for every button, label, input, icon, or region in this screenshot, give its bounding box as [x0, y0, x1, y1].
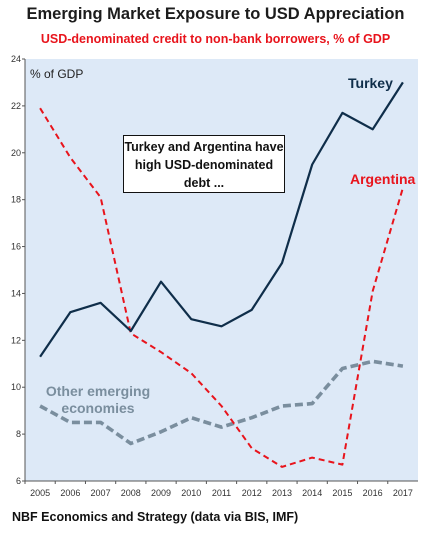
x-tick-label: 2009	[151, 488, 171, 498]
y-tick-label: 18	[11, 195, 21, 205]
y-tick-label: 20	[11, 148, 21, 158]
y-tick-label: 6	[16, 476, 21, 486]
x-tick-label: 2005	[30, 488, 50, 498]
y-axis-label: % of GDP	[30, 67, 83, 81]
y-tick-label: 14	[11, 288, 21, 298]
x-tick-label: 2014	[302, 488, 322, 498]
y-tick-label: 24	[11, 54, 21, 64]
annotation-callout: Turkey and Argentina have high USD-denom…	[123, 135, 285, 193]
source-footer: NBF Economics and Strategy (data via BIS…	[12, 510, 299, 524]
x-tick-label: 2013	[272, 488, 292, 498]
x-tick-label: 2017	[393, 488, 413, 498]
series-line-turkey	[39, 81, 404, 358]
x-tick-label: 2010	[181, 488, 201, 498]
y-tick-label: 8	[16, 429, 21, 439]
y-tick-label: 22	[11, 101, 21, 111]
series-line-other	[39, 359, 404, 446]
chart-title: Emerging Market Exposure to USD Apprecia…	[26, 5, 405, 23]
x-tick-label: 2016	[363, 488, 383, 498]
plot-area	[25, 59, 418, 481]
x-tick-label: 2008	[121, 488, 141, 498]
y-tick-label: 16	[11, 242, 21, 252]
y-tick-label: 12	[11, 335, 21, 345]
chart-subtitle: USD-denominated credit to non-bank borro…	[40, 32, 391, 46]
y-tick-label: 10	[11, 382, 21, 392]
x-tick-label: 2011	[212, 488, 231, 498]
x-tick-label: 2012	[242, 488, 262, 498]
x-tick-label: 2015	[332, 488, 352, 498]
x-tick-label: 2006	[60, 488, 80, 498]
series-line-argentina	[39, 107, 404, 468]
series-label-argentina: Argentina	[350, 171, 416, 187]
series-label-other: Other emerging economies	[45, 383, 151, 416]
series-label-turkey: Turkey	[348, 75, 393, 91]
x-tick-label: 2007	[91, 488, 111, 498]
